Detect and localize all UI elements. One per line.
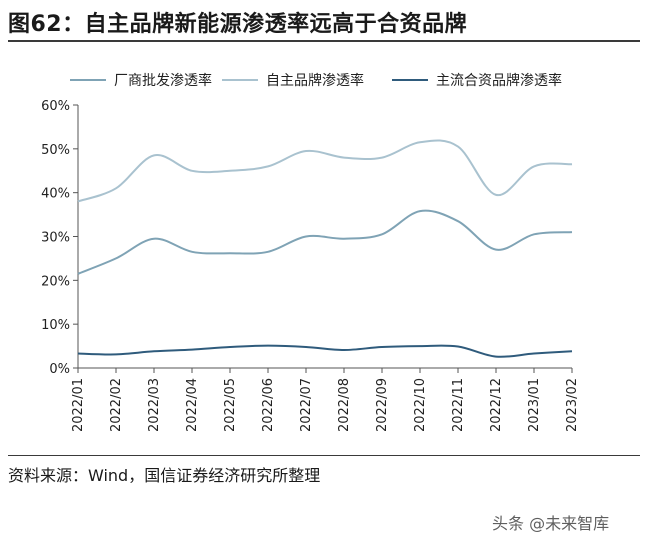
- bottom-rule: [8, 455, 640, 456]
- x-tick-label: 2022/12: [489, 378, 504, 432]
- line-chart: 厂商批发渗透率 自主品牌渗透率 主流合资品牌渗透率 0% 10% 20% 30% 40% 50…: [41, 72, 580, 432]
- x-tick-label: 2022/03: [147, 378, 162, 432]
- watermark: 头条 @未来智库: [492, 514, 610, 533]
- axes: 0% 10% 20% 30% 40% 50% 60% 2022/01 2022/02 2022/0…: [41, 99, 580, 432]
- x-tick-label: 2022/11: [451, 378, 466, 432]
- legend-label-1: 厂商批发渗透率: [114, 72, 212, 89]
- x-tick-label: 2022/04: [185, 378, 200, 432]
- x-tick-label: 2023/02: [565, 378, 580, 432]
- series-line-2: [77, 139, 573, 203]
- figure-title: 图62：自主品牌新能源渗透率远高于合资品牌: [8, 12, 468, 37]
- legend: 厂商批发渗透率 自主品牌渗透率 主流合资品牌渗透率: [70, 72, 562, 89]
- y-tick-label: 0%: [49, 362, 70, 377]
- series-line-1: [77, 209, 573, 275]
- legend-label-3: 主流合资品牌渗透率: [436, 72, 562, 89]
- x-tick-label: 2022/02: [109, 378, 124, 432]
- x-tick-label: 2022/06: [261, 378, 276, 432]
- x-tick-label: 2022/01: [71, 378, 86, 432]
- y-tick-label: 30%: [41, 231, 70, 246]
- y-tick-label: 60%: [41, 99, 70, 114]
- top-rule: [8, 40, 640, 42]
- x-tick-label: 2022/08: [337, 378, 352, 432]
- y-tick-label: 20%: [41, 274, 70, 289]
- x-tick-label: 2022/10: [413, 378, 428, 432]
- y-tick-label: 50%: [41, 143, 70, 158]
- series-line-3: [77, 344, 573, 358]
- x-tick-label: 2022/05: [223, 378, 238, 432]
- y-tick-label: 10%: [41, 318, 70, 333]
- x-tick-label: 2022/09: [375, 378, 390, 432]
- source-note: 资料来源：Wind，国信证券经济研究所整理: [8, 466, 321, 485]
- x-tick-label: 2023/01: [527, 378, 542, 432]
- legend-label-2: 自主品牌渗透率: [266, 72, 364, 89]
- series-lines: [77, 139, 573, 358]
- x-tick-label: 2022/07: [299, 378, 314, 432]
- y-tick-label: 40%: [41, 187, 70, 202]
